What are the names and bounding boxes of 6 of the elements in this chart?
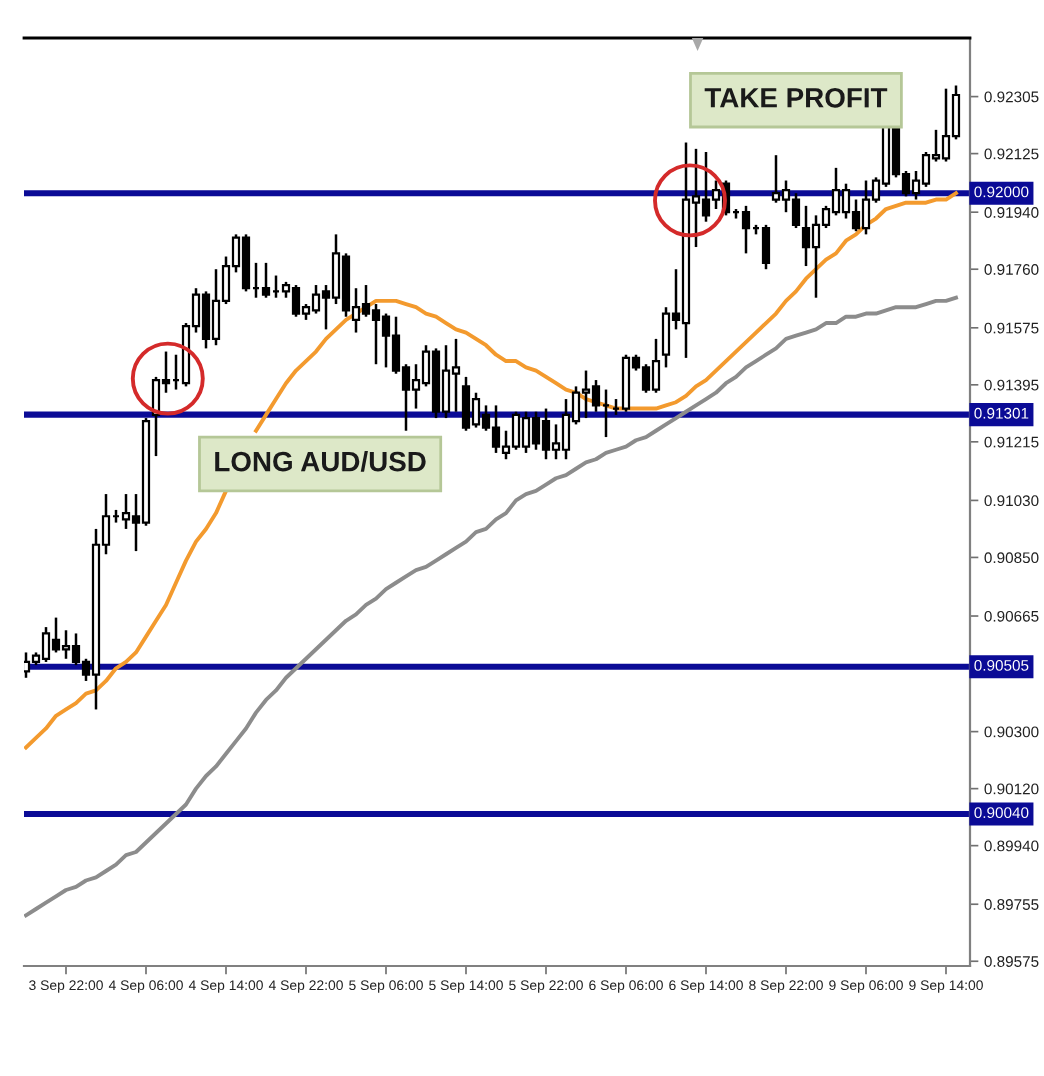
candlestick [761,223,771,271]
candlestick [261,261,271,299]
candlestick [741,204,751,255]
annotation: TAKE PROFIT [704,87,888,108]
annotation: LONG AUD/USD [215,451,426,472]
line-series [24,295,958,918]
